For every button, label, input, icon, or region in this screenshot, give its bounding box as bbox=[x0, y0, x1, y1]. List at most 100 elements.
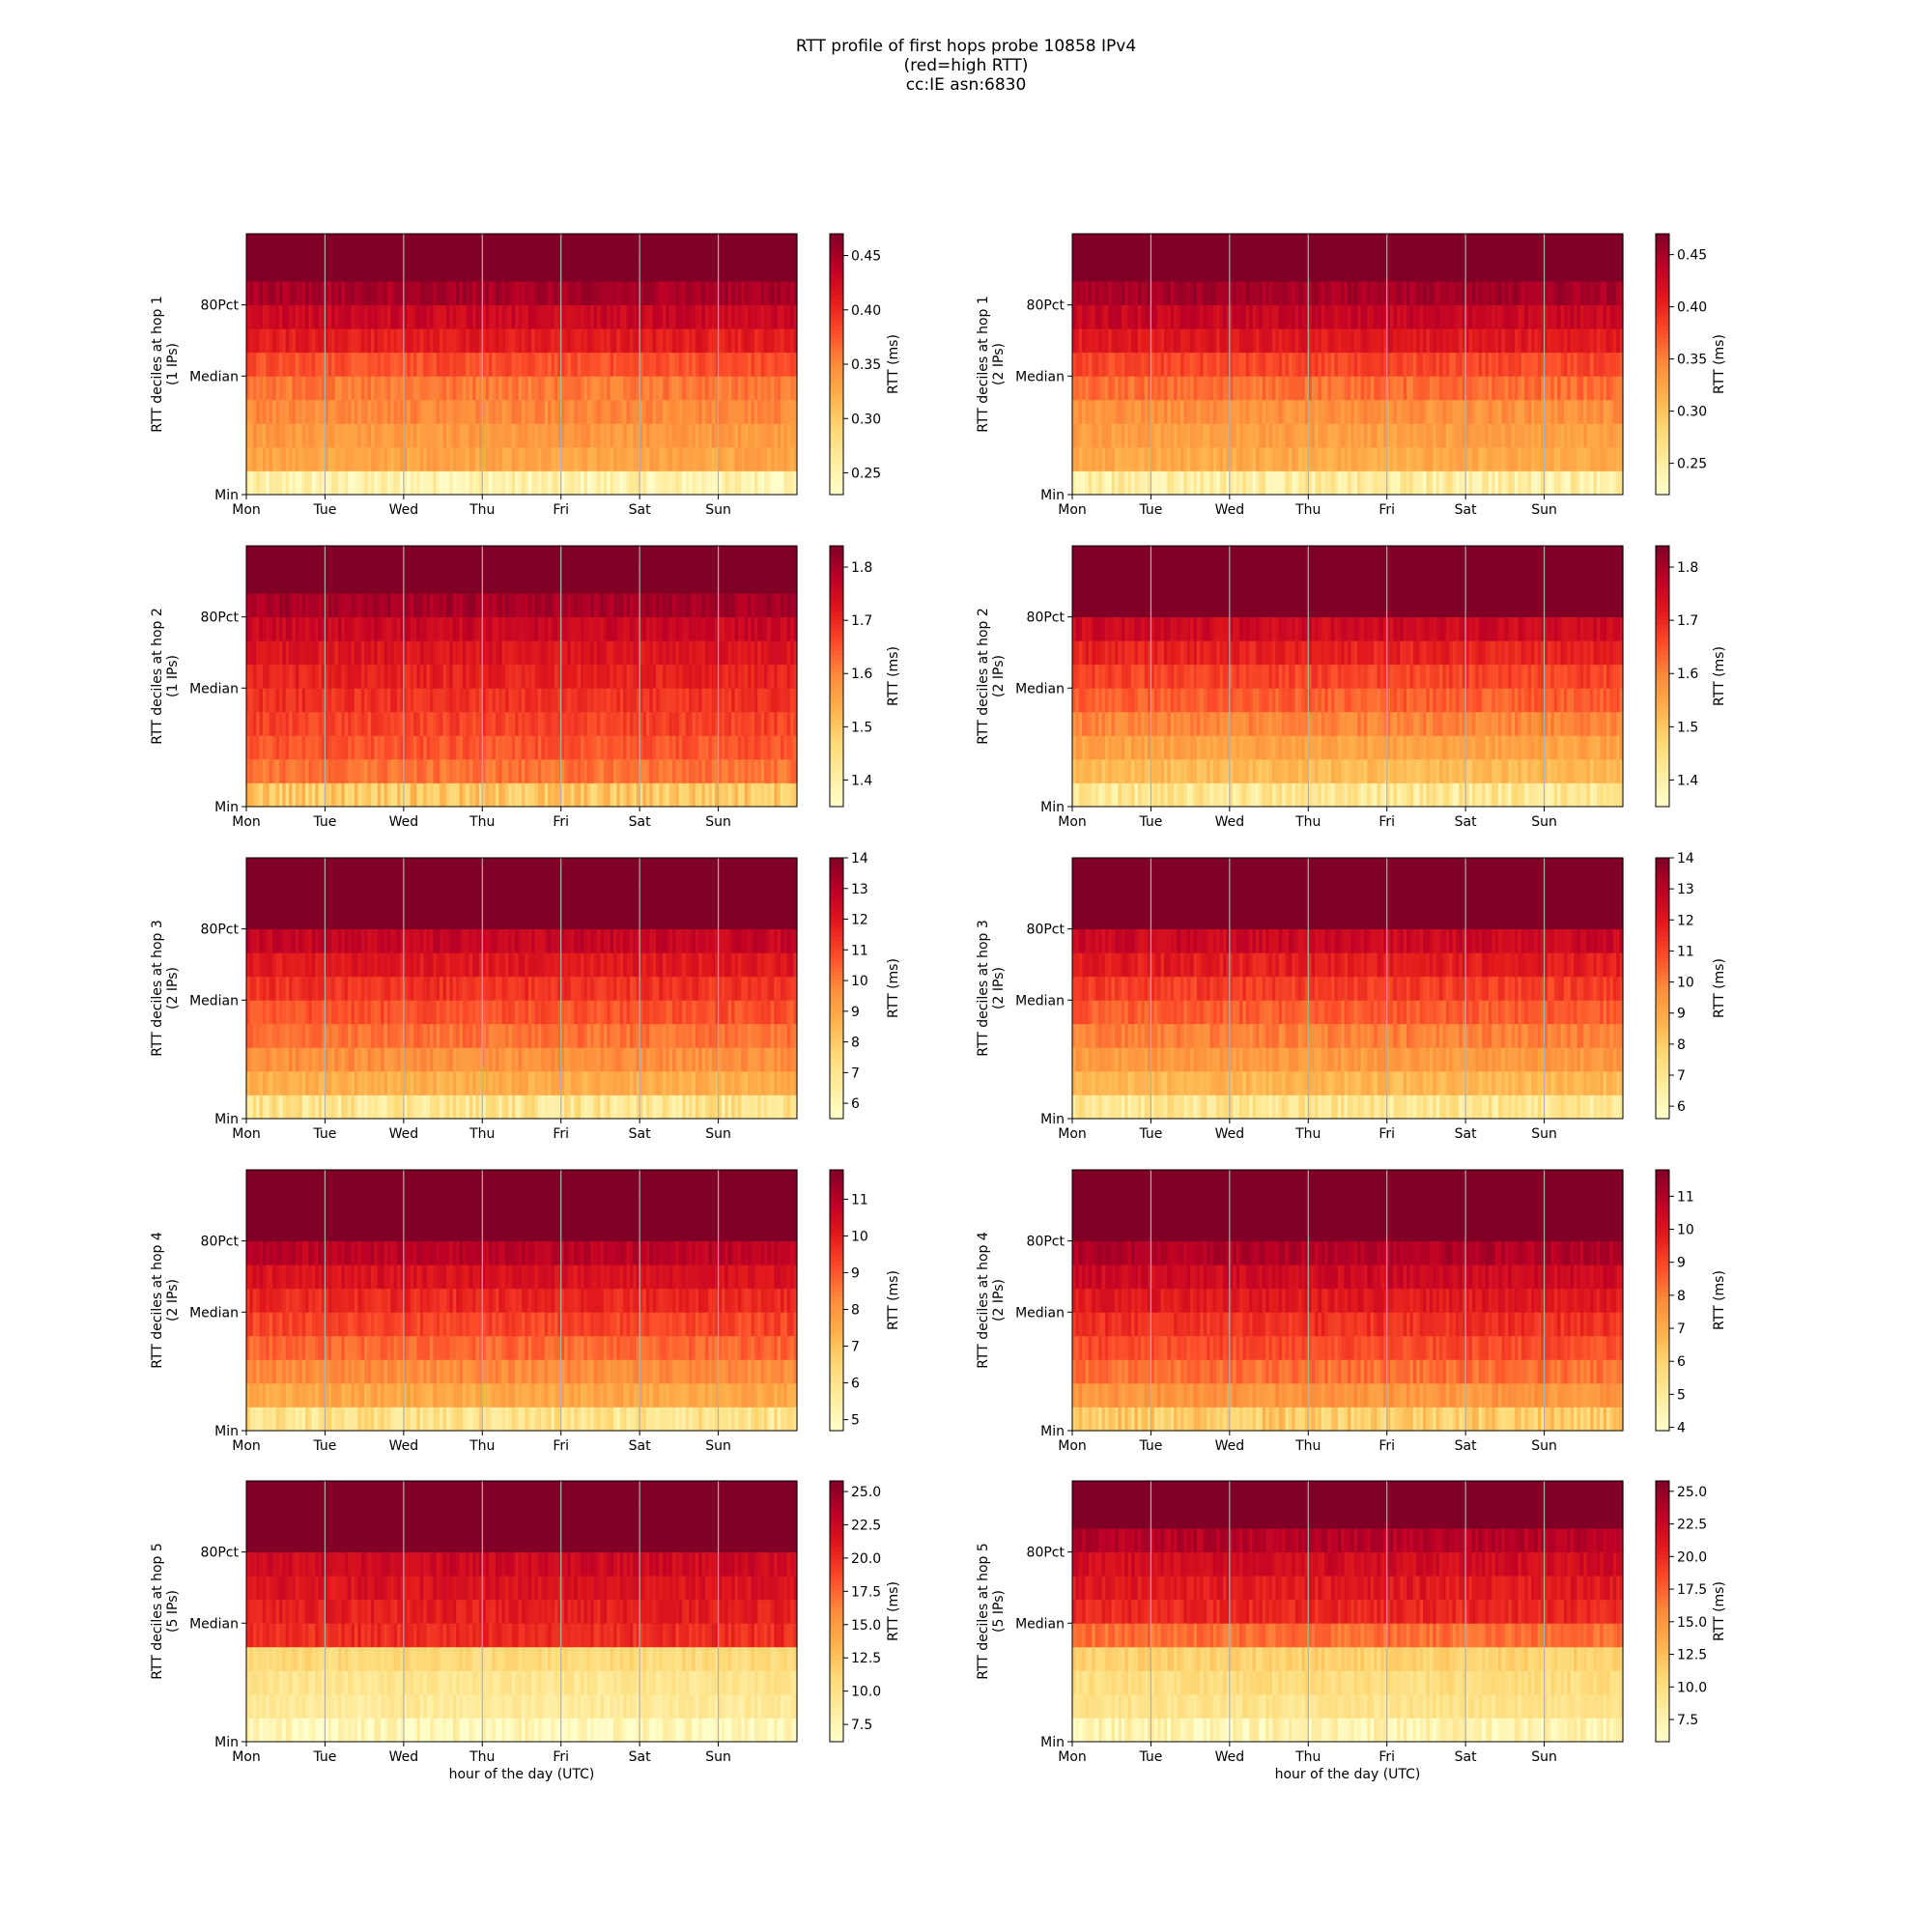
heatmap-cell bbox=[252, 640, 257, 666]
heatmap-cell bbox=[472, 782, 477, 808]
heatmap-cell bbox=[1353, 352, 1358, 377]
heatmap-cell bbox=[767, 423, 772, 448]
heatmap-cell bbox=[374, 640, 379, 666]
heatmap-cell bbox=[1547, 304, 1551, 329]
heatmap-cell bbox=[1085, 257, 1090, 282]
heatmap-cell bbox=[325, 470, 329, 496]
heatmap-cell bbox=[381, 399, 385, 424]
heatmap-cell bbox=[1619, 446, 1624, 471]
heatmap-cell bbox=[1193, 352, 1198, 377]
heatmap-cell bbox=[1144, 446, 1149, 471]
heatmap-cell bbox=[748, 376, 753, 401]
heatmap-cell bbox=[249, 711, 254, 736]
heatmap-cell bbox=[645, 234, 650, 258]
heatmap-cell bbox=[613, 328, 617, 354]
x-tick-label: Fri bbox=[553, 502, 569, 518]
heatmap-cell bbox=[1412, 423, 1417, 448]
heatmap-cell bbox=[252, 423, 257, 448]
heatmap-cell bbox=[410, 640, 414, 666]
heatmap-cell bbox=[360, 664, 365, 689]
heatmap-cell bbox=[1419, 234, 1424, 258]
heatmap-cell bbox=[629, 446, 634, 471]
heatmap-cell bbox=[1586, 304, 1591, 329]
heatmap-cell bbox=[1600, 423, 1605, 448]
heatmap-cell bbox=[1337, 328, 1342, 354]
heatmap-cell bbox=[1403, 470, 1407, 496]
heatmap-cell bbox=[478, 234, 483, 258]
heatmap-cell bbox=[472, 640, 477, 666]
heatmap-cell bbox=[449, 352, 454, 377]
heatmap-cell bbox=[256, 664, 261, 689]
heatmap-cell bbox=[666, 688, 670, 713]
colorbar-segment bbox=[1656, 477, 1669, 483]
heatmap-cell bbox=[508, 352, 513, 377]
heatmap-cell bbox=[1131, 423, 1136, 448]
heatmap-cell bbox=[793, 234, 798, 258]
heatmap-cell bbox=[1488, 423, 1492, 448]
heatmap-cell bbox=[1603, 399, 1607, 424]
heatmap-cell bbox=[1619, 234, 1624, 258]
heatmap-cell bbox=[770, 446, 775, 471]
colorbar-segment bbox=[830, 385, 843, 391]
heatmap-cell bbox=[597, 304, 602, 329]
heatmap-cell bbox=[593, 470, 598, 496]
heatmap-cell bbox=[741, 281, 746, 306]
heatmap-cell bbox=[501, 758, 506, 783]
heatmap-cell bbox=[1439, 281, 1443, 306]
heatmap-cell bbox=[1115, 376, 1120, 401]
heatmap-cell bbox=[718, 758, 723, 783]
heatmap-cell bbox=[1452, 281, 1457, 306]
heatmap-cell bbox=[1193, 304, 1198, 329]
heatmap-cell bbox=[1315, 257, 1320, 282]
heatmap-cell bbox=[652, 234, 657, 258]
heatmap-cell bbox=[1115, 399, 1120, 424]
heatmap-cell bbox=[633, 735, 638, 760]
heatmap-cell bbox=[256, 446, 261, 471]
heatmap-cell bbox=[551, 664, 555, 689]
heatmap-cell bbox=[1223, 352, 1228, 377]
colorbar-label: RTT (ms) bbox=[886, 334, 901, 394]
heatmap-cell bbox=[626, 688, 631, 713]
heatmap-cell bbox=[531, 399, 536, 424]
heatmap-cell bbox=[522, 399, 526, 424]
heatmap-cell bbox=[619, 423, 624, 448]
heatmap-cell bbox=[1553, 281, 1558, 306]
heatmap-cell bbox=[1459, 423, 1463, 448]
heatmap-cell bbox=[469, 399, 473, 424]
heatmap-cell bbox=[613, 423, 617, 448]
heatmap-cell bbox=[1590, 423, 1595, 448]
heatmap-cell bbox=[1311, 234, 1316, 258]
heatmap-cell bbox=[639, 281, 644, 306]
heatmap-cell bbox=[282, 234, 287, 258]
heatmap-cell bbox=[305, 688, 310, 713]
heatmap-cell bbox=[741, 446, 746, 471]
heatmap-cell bbox=[482, 257, 487, 282]
heatmap-cell bbox=[423, 423, 428, 448]
heatmap-cell bbox=[1153, 423, 1158, 448]
heatmap-cell bbox=[619, 304, 624, 329]
heatmap-cell bbox=[586, 352, 591, 377]
heatmap-cell bbox=[370, 735, 375, 760]
heatmap-cell bbox=[442, 470, 447, 496]
heatmap-cell bbox=[1400, 399, 1405, 424]
heatmap-cell bbox=[1531, 470, 1535, 496]
heatmap-cell bbox=[1406, 281, 1411, 306]
heatmap-cell bbox=[377, 688, 382, 713]
heatmap-cell bbox=[1315, 446, 1320, 471]
heatmap-cell bbox=[1471, 470, 1476, 496]
heatmap-cell bbox=[416, 376, 421, 401]
heatmap-cell bbox=[711, 782, 716, 808]
heatmap-cell bbox=[354, 640, 358, 666]
heatmap-cell bbox=[1508, 304, 1513, 329]
colorbar-segment bbox=[1656, 368, 1669, 374]
heatmap-cell bbox=[1200, 423, 1205, 448]
heatmap-cell bbox=[564, 711, 569, 736]
heatmap-cell bbox=[327, 782, 332, 808]
heatmap-cell bbox=[705, 399, 709, 424]
heatmap-cell bbox=[577, 664, 582, 689]
colorbar-segment bbox=[1656, 390, 1669, 396]
y-tick-label: Median bbox=[1015, 369, 1065, 384]
heatmap-cell bbox=[311, 257, 316, 282]
heatmap-cell bbox=[1511, 281, 1516, 306]
heatmap-cell bbox=[541, 735, 546, 760]
